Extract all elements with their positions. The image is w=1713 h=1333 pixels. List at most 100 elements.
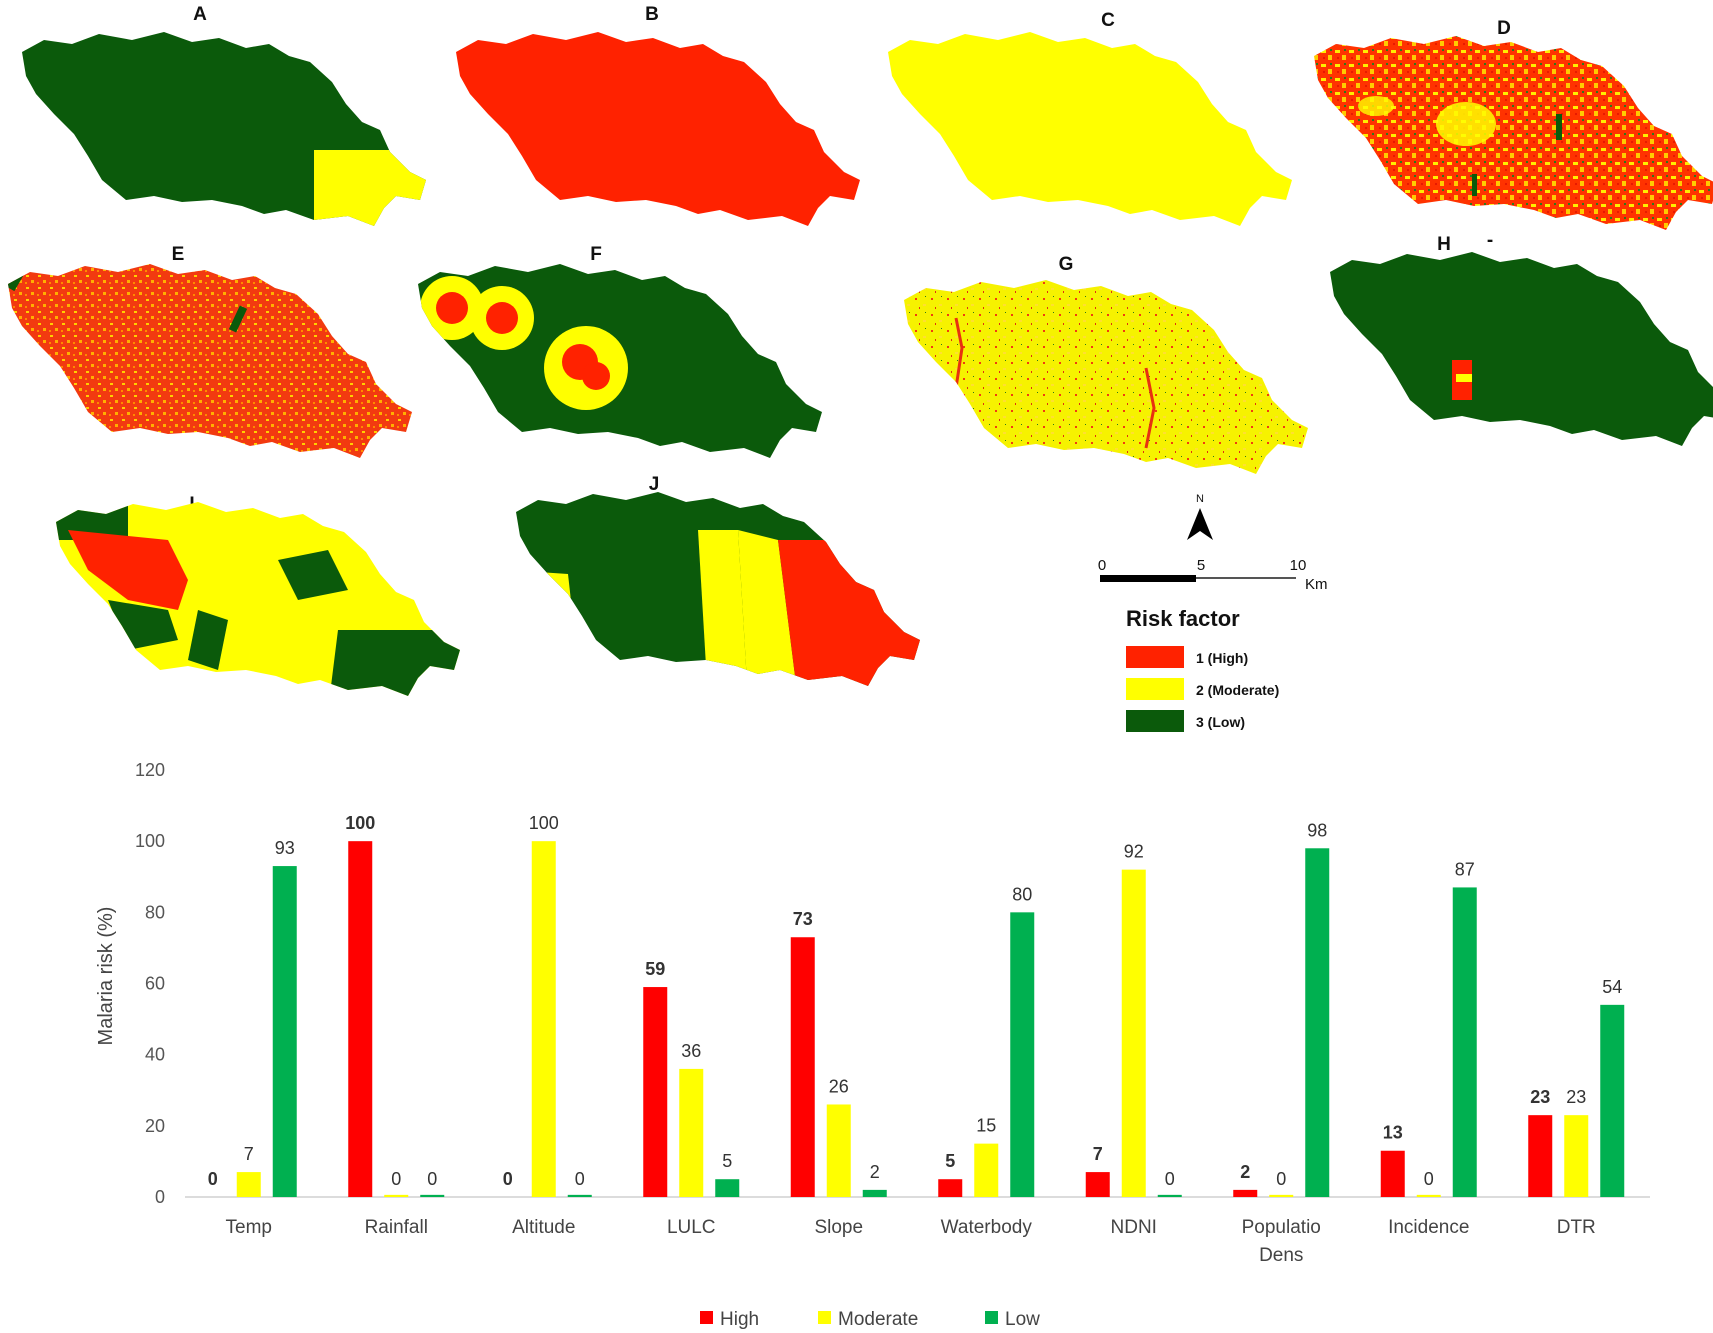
map-fill-speckle — [904, 280, 1308, 474]
map-zone-low — [188, 610, 228, 670]
bar-high — [1233, 1189, 1258, 1197]
north-label: N — [1196, 493, 1204, 505]
data-label-moderate: 92 — [1124, 842, 1144, 862]
chart-legend: High Moderate Low — [700, 1309, 1040, 1330]
category-label: Temp — [226, 1217, 272, 1238]
map-letter-a: A — [193, 4, 207, 25]
bar-low — [567, 1194, 592, 1197]
map-patch-moderate — [1436, 102, 1496, 146]
bar-high — [1380, 1150, 1405, 1197]
map-letter-h: H — [1437, 234, 1451, 255]
map-letter-d: D — [1497, 18, 1511, 39]
bar-moderate — [531, 841, 556, 1197]
scale-bar: 0 5 10 Km — [1098, 557, 1328, 593]
map-legend-label-high: 1 (High) — [1196, 650, 1248, 666]
y-tick-label: 60 — [145, 974, 165, 994]
map-panel-f: F — [418, 244, 822, 458]
north-arrow: N — [1187, 493, 1213, 540]
data-label-high: 100 — [345, 813, 375, 833]
bar-low — [715, 1179, 740, 1197]
map-legend-swatch-low — [1126, 710, 1184, 732]
map-fill-moderate — [888, 32, 1292, 226]
y-tick-label: 100 — [135, 831, 165, 851]
bar-low — [1157, 1194, 1182, 1197]
legend-label-low: Low — [1005, 1309, 1040, 1330]
category-label: Waterbody — [941, 1217, 1033, 1238]
data-label-low: 0 — [575, 1169, 585, 1189]
data-label-high: 13 — [1383, 1123, 1403, 1143]
map-core-high — [582, 362, 610, 390]
map-panel-d: D — [1314, 18, 1713, 230]
map-legend-item-high: 1 (High) — [1126, 646, 1248, 668]
map-patch-low — [1472, 174, 1477, 196]
y-axis-title: Malaria risk (%) — [95, 907, 117, 1046]
map-zone-high — [68, 530, 188, 610]
data-label-high: 7 — [1093, 1144, 1103, 1164]
scale-tick-0: 0 — [1098, 557, 1106, 574]
bar-moderate — [1121, 869, 1146, 1197]
map-fill-low — [1330, 252, 1713, 446]
y-tick-label: 80 — [145, 902, 165, 922]
map-legend-title: Risk factor — [1126, 606, 1240, 631]
map-legend-swatch-high — [1126, 646, 1184, 668]
map-patch-moderate — [1358, 96, 1394, 116]
scale-bar-segment-filled — [1100, 575, 1196, 582]
data-label-low: 0 — [427, 1169, 437, 1189]
data-label-moderate: 26 — [829, 1076, 849, 1096]
data-label-moderate: 36 — [681, 1041, 701, 1061]
data-label-high: 23 — [1530, 1087, 1550, 1107]
y-axis-ticks: 0 20 40 60 80 100 120 — [135, 760, 165, 1207]
data-label-moderate: 15 — [976, 1116, 996, 1136]
y-tick-label: 20 — [145, 1116, 165, 1136]
bar-high — [348, 841, 373, 1197]
map-legend-label-low: 3 (Low) — [1196, 714, 1245, 730]
legend-label-moderate: Moderate — [838, 1309, 918, 1330]
map-mark-h: - — [1487, 230, 1493, 251]
bar-moderate — [1416, 1194, 1441, 1197]
bar-low — [862, 1189, 887, 1197]
map-band-high — [778, 540, 920, 686]
map-fill-speckle — [8, 264, 412, 458]
bar-high — [643, 987, 668, 1197]
y-tick-label: 120 — [135, 760, 165, 780]
bar-low — [1600, 1004, 1625, 1197]
bar-moderate — [1564, 1115, 1589, 1197]
map-panel-j: J — [516, 474, 920, 686]
map-panel-h: H - — [1330, 230, 1713, 446]
bar-low — [272, 866, 297, 1197]
map-panel-e: E — [8, 244, 412, 458]
data-label-low: 87 — [1455, 859, 1475, 879]
map-letter-g: G — [1059, 254, 1074, 275]
data-label-low: 93 — [275, 838, 295, 858]
map-letter-f: F — [590, 244, 602, 265]
map-stream-high — [1144, 367, 1156, 449]
data-label-high: 0 — [503, 1169, 513, 1189]
map-legend-label-moderate: 2 (Moderate) — [1196, 682, 1279, 698]
map-patch-moderate — [1456, 374, 1472, 382]
category-label: Altitude — [512, 1217, 575, 1238]
bar-high — [938, 1179, 963, 1197]
legend-label-high: High — [720, 1309, 759, 1330]
scale-unit: Km — [1305, 576, 1328, 593]
map-patch-low — [228, 305, 248, 333]
map-panel-a: A — [22, 4, 426, 226]
category-label: Populatio — [1242, 1217, 1321, 1238]
legend-swatch-moderate — [818, 1311, 831, 1324]
scale-tick-5: 5 — [1197, 557, 1205, 574]
data-label-moderate: 7 — [244, 1144, 254, 1164]
bar-moderate — [384, 1194, 409, 1197]
category-label: DTR — [1557, 1217, 1596, 1238]
map-fill-speckle — [1314, 36, 1713, 230]
bar-moderate — [1269, 1194, 1294, 1197]
map-fill-high — [456, 32, 860, 226]
map-panel-c: C — [888, 10, 1292, 226]
data-label-low: 98 — [1307, 820, 1327, 840]
data-label-moderate: 100 — [529, 813, 559, 833]
category-label: Dens — [1259, 1245, 1303, 1266]
y-tick-label: 40 — [145, 1045, 165, 1065]
map-patch-low — [1556, 114, 1562, 140]
bar-low — [420, 1194, 445, 1197]
bar-moderate — [679, 1068, 704, 1197]
bar-moderate — [826, 1104, 851, 1197]
